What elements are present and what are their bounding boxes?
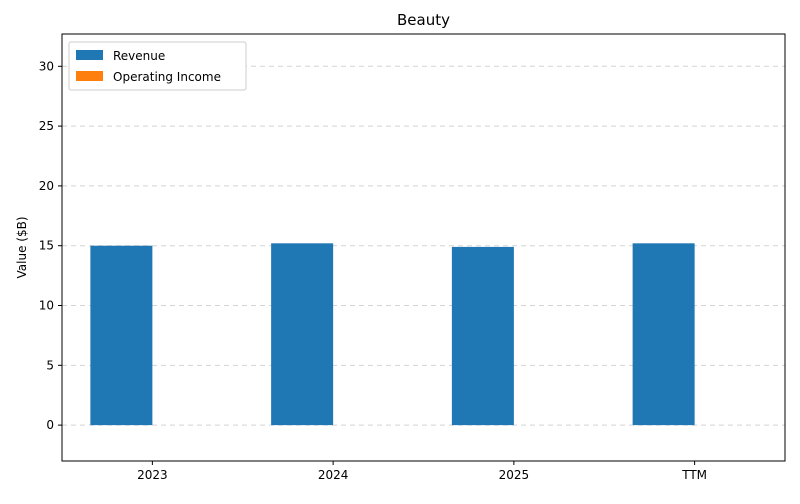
legend-box xyxy=(68,41,247,91)
legend-swatch xyxy=(76,71,103,81)
chart-title: Beauty xyxy=(397,11,450,29)
y-tick-label: 0 xyxy=(46,418,54,432)
legend-label: Operating Income xyxy=(113,70,221,84)
plot-frame xyxy=(61,33,786,462)
x-tick-label: 2024 xyxy=(318,468,349,482)
y-tick-label: 15 xyxy=(39,239,54,253)
y-axis-ticks: 0 5 10 15 20 25 30 xyxy=(39,59,62,432)
legend-swatch xyxy=(76,50,103,60)
y-tick-label: 10 xyxy=(39,299,54,313)
x-tick-label: 2025 xyxy=(499,468,530,482)
x-axis-ticks: 2023 2024 2025 TTM xyxy=(137,461,707,482)
x-tick-label: 2023 xyxy=(137,468,168,482)
y-tick-label: 30 xyxy=(39,59,54,73)
bar-revenue xyxy=(451,246,514,426)
bar-revenue xyxy=(90,245,153,426)
y-tick-label: 25 xyxy=(39,119,54,133)
legend-items: Revenue Operating Income xyxy=(76,49,221,84)
bar-revenue xyxy=(632,243,695,426)
y-tick-label: 20 xyxy=(39,179,54,193)
bars xyxy=(90,243,695,426)
legend-label: Revenue xyxy=(113,49,165,63)
legend: Revenue Operating Income xyxy=(68,41,247,91)
y-tick-label: 5 xyxy=(46,358,54,372)
y-axis-title: Value ($B) xyxy=(15,217,29,279)
bar-revenue xyxy=(271,243,334,426)
x-tick-label: TTM xyxy=(681,468,707,482)
